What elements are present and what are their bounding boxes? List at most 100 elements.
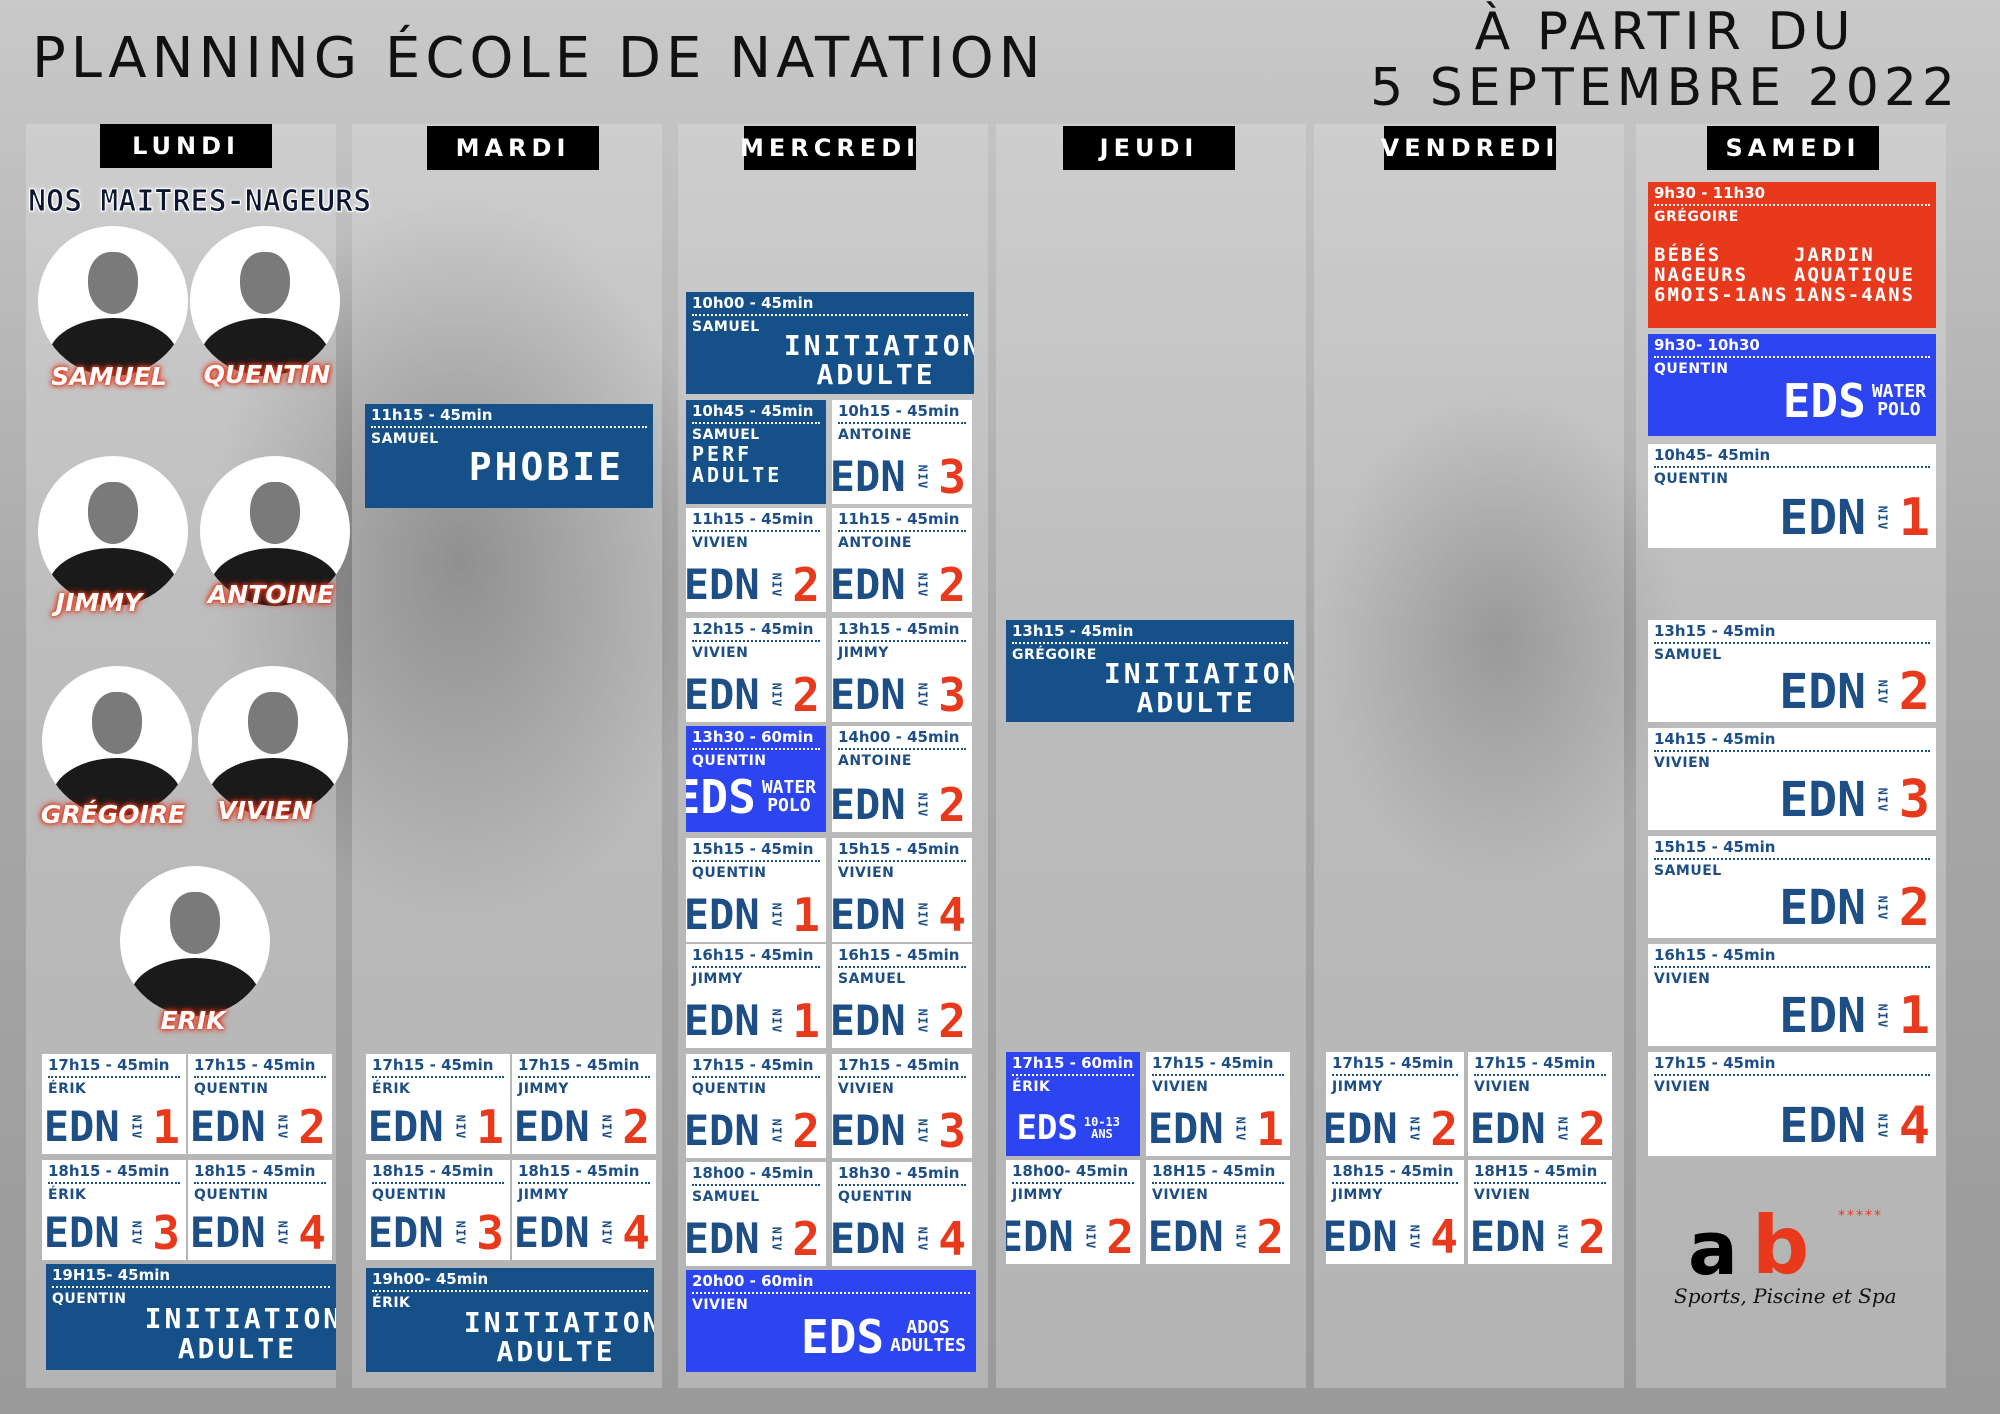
class-coach: QUENTIN (194, 1081, 269, 1097)
niveau-label: NIV (914, 902, 929, 928)
class-card-sam7[interactable]: 16h15 - 45min VIVIEN EDN NIV 1 (1648, 944, 1936, 1046)
class-card-mar4[interactable]: 18h15 - 45min QUENTIN EDN NIV 3 (366, 1160, 510, 1260)
class-card-mar2[interactable]: 17h15 - 45min ÉRIK EDN NIV 1 (366, 1054, 510, 1154)
class-card-jeu5[interactable]: 18H15 - 45min VIVIEN EDN NIV 2 (1146, 1160, 1290, 1264)
class-card-mer14[interactable]: 17h15 - 45min QUENTIN EDN NIV 2 (686, 1054, 826, 1158)
date-line-2: 5 SEPTEMBRE 2022 (1370, 58, 1960, 118)
class-card-lun3[interactable]: 18h15 - 45min ÉRIK EDN NIV 3 (42, 1160, 186, 1260)
niveau-label: NIV (274, 1220, 289, 1246)
class-card-mer13[interactable]: 16h15 - 45min SAMUEL EDN NIV 2 (832, 944, 972, 1048)
eds-subtitle: WATER POLO (762, 779, 816, 815)
class-card-jeu1[interactable]: 13h15 - 45min GRÉGOIRE INITIATION ADULTE (1006, 620, 1294, 722)
class-card-mar6[interactable]: 19h00- 45min ÉRIK INITIATION ADULTE (366, 1268, 654, 1372)
class-card-ven2[interactable]: 17h15 - 45min VIVIEN EDN NIV 2 (1468, 1052, 1612, 1156)
class-card-jeu3[interactable]: 17h15 - 45min VIVIEN EDN NIV 1 (1146, 1052, 1290, 1156)
level-number: 2 (1578, 1102, 1606, 1156)
time-divider (1152, 1074, 1284, 1076)
class-label: INITIATION ADULTE (1104, 658, 1294, 720)
class-card-sam3[interactable]: 10h45- 45min QUENTIN EDN NIV 1 (1648, 444, 1936, 548)
class-card-mer4[interactable]: 11h15 - 45min VIVIEN EDN NIV 2 (686, 508, 826, 612)
time-divider (692, 530, 820, 532)
label-line-2: ADULTE (177, 1331, 297, 1365)
class-time: 9h30- 10h30 (1654, 336, 1760, 354)
class-card-mer11[interactable]: 15h15 - 45min VIVIEN EDN NIV 4 (832, 838, 972, 942)
time-divider (838, 422, 966, 424)
class-card-mer9[interactable]: 14h00 - 45min ANTOINE EDN NIV 2 (832, 726, 972, 832)
class-coach: SAMUEL (692, 1189, 760, 1205)
class-time: 18h15 - 45min (1332, 1162, 1454, 1180)
edn-label: EDN (832, 1106, 906, 1155)
class-card-ven1[interactable]: 17h15 - 45min JIMMY EDN NIV 2 (1326, 1052, 1464, 1156)
edn-label: EDN (832, 560, 906, 609)
time-divider (838, 966, 966, 968)
edn-level-badge: EDN NIV 1 (368, 1104, 504, 1150)
class-coach: ÉRIK (1012, 1079, 1051, 1095)
class-card-lun5[interactable]: 19H15- 45min QUENTIN INITIATION ADULTE (46, 1264, 336, 1370)
class-card-mer18[interactable]: 20h00 - 60min VIVIEN EDS ADOS ADULTES (686, 1270, 976, 1372)
class-card-lun4[interactable]: 18h15 - 45min QUENTIN EDN NIV 4 (188, 1160, 332, 1260)
level-number: 2 (792, 1212, 820, 1266)
class-card-mer15[interactable]: 17h15 - 45min VIVIEN EDN NIV 3 (832, 1054, 972, 1158)
class-card-sam1[interactable]: 9h30 - 11h30 GRÉGOIRE BÉBÉS NAGEURS 6MOIS-1A… (1648, 182, 1936, 328)
niveau-label: NIV (598, 1220, 613, 1246)
class-card-mar1[interactable]: 11h15 - 45min SAMUEL PHOBIE (365, 404, 653, 508)
class-label: INITIATION ADULTE (464, 1307, 654, 1366)
class-card-sam4[interactable]: 13h15 - 45min SAMUEL EDN NIV 2 (1648, 620, 1936, 722)
class-label: INITIATION ADULTE (145, 1304, 336, 1365)
class-card-mer17[interactable]: 18h30 - 45min QUENTIN EDN NIV 4 (832, 1162, 972, 1266)
class-card-sam2[interactable]: 9h30- 10h30 QUENTIN EDS WATER POLO (1648, 334, 1936, 436)
class-coach: VIVIEN (1654, 971, 1711, 987)
niveau-label: NIV (768, 682, 783, 708)
class-card-mer1[interactable]: 10h00 - 45min SAMUEL INITIATION ADULTE (686, 292, 974, 394)
eds-label: EDS (1016, 1108, 1078, 1148)
class-card-lun2[interactable]: 17h15 - 45min QUENTIN EDN NIV 2 (188, 1054, 332, 1154)
class-card-sam5[interactable]: 14h15 - 45min VIVIEN EDN NIV 3 (1648, 728, 1936, 830)
level-number: 1 (1256, 1102, 1284, 1156)
class-coach: ÉRIK (372, 1295, 411, 1311)
level-number: 2 (1898, 878, 1930, 938)
class-card-ven4[interactable]: 18H15 - 45min VIVIEN EDN NIV 2 (1468, 1160, 1612, 1264)
class-card-mer3[interactable]: 10h15 - 45min ANTOINE EDN NIV 3 (832, 400, 972, 504)
class-card-mer12[interactable]: 16h15 - 45min JIMMY EDN NIV 1 (686, 944, 826, 1048)
class-card-mar5[interactable]: 18h15 - 45min JIMMY EDN NIV 4 (512, 1160, 656, 1260)
edn-level-badge: EDN NIV 4 (190, 1210, 326, 1256)
edn-label: EDN (686, 1214, 760, 1263)
class-label: INITIATION ADULTE (784, 330, 974, 389)
class-card-mer7[interactable]: 13h15 - 45min JIMMY EDN NIV 3 (832, 618, 972, 722)
logo-tagline: Sports, Piscine et Spa (1674, 1284, 1897, 1308)
class-time: 18H15 - 45min (1474, 1162, 1598, 1180)
class-card-mer6[interactable]: 12h15 - 45min VIVIEN EDN NIV 2 (686, 618, 826, 722)
class-card-sam8[interactable]: 17h15 - 45min VIVIEN EDN NIV 4 (1648, 1052, 1936, 1156)
class-card-mer8[interactable]: 13h30 - 60min QUENTIN EDS WATER POLO (686, 726, 826, 832)
class-card-mer5[interactable]: 11h15 - 45min ANTOINE EDN NIV 2 (832, 508, 972, 612)
level-number: 2 (792, 1104, 820, 1158)
coach-name-erik: ERIK (160, 1006, 226, 1035)
level-number: 1 (152, 1100, 180, 1154)
niveau-label: NIV (914, 1226, 929, 1252)
class-card-mar3[interactable]: 17h15 - 45min JIMMY EDN NIV 2 (512, 1054, 656, 1154)
class-card-mer10[interactable]: 15h15 - 45min QUENTIN EDN NIV 1 (686, 838, 826, 942)
level-number: 1 (792, 888, 820, 942)
class-card-ven3[interactable]: 18h15 - 45min JIMMY EDN NIV 4 (1326, 1160, 1464, 1264)
label-line-2: ADULTE (1136, 686, 1256, 720)
class-card-mer16[interactable]: 18h00 - 45min SAMUEL EDN NIV 2 (686, 1162, 826, 1266)
eds-sub-2: POLO (767, 795, 811, 816)
coach-photo-erik (120, 866, 270, 1016)
class-card-sam6[interactable]: 15h15 - 45min SAMUEL EDN NIV 2 (1648, 836, 1936, 938)
class-coach: SAMUEL (1654, 647, 1722, 663)
edn-level-badge: EDN NIV 2 (1148, 1214, 1284, 1260)
class-time: 10h00 - 45min (692, 294, 814, 312)
class-card-jeu4[interactable]: 18h00- 45min JIMMY EDN NIV 2 (1006, 1160, 1140, 1264)
niveau-label: NIV (1406, 1116, 1421, 1142)
class-coach: QUENTIN (692, 1081, 767, 1097)
edn-level-badge: EDN NIV 4 (1326, 1214, 1458, 1260)
niveau-label: NIV (914, 464, 929, 490)
class-card-jeu2[interactable]: 17h15 - 60min ÉRIK EDS 10-13 ANS (1006, 1052, 1140, 1156)
edn-label: EDN (832, 996, 906, 1045)
level-number: 3 (1898, 770, 1930, 830)
edn-label: EDN (686, 996, 760, 1045)
class-card-lun1[interactable]: 17h15 - 45min ÉRIK EDN NIV 1 (42, 1054, 186, 1154)
class-card-mer2[interactable]: 10h45 - 45min SAMUEL PERF ADULTE (686, 400, 826, 504)
class-time: 11h15 - 45min (838, 510, 960, 528)
time-divider (194, 1182, 326, 1184)
